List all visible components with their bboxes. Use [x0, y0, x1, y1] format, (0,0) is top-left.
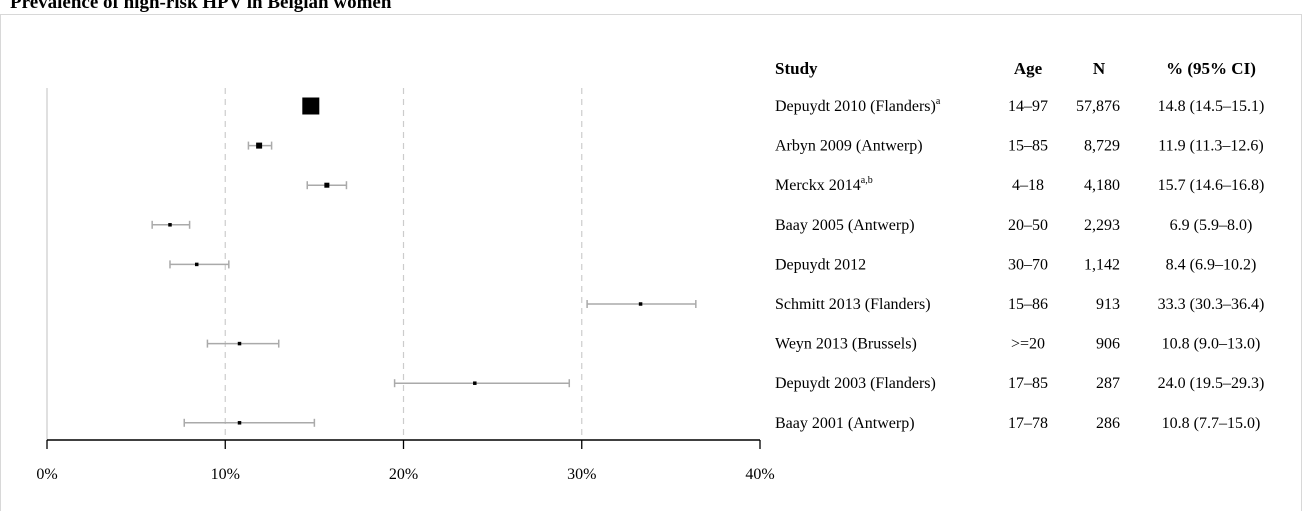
cell-ci: 33.3 (30.3–36.4) [1158, 296, 1265, 313]
x-tick-label: 20% [389, 466, 418, 483]
cell-study: Depuydt 2012 [775, 256, 866, 273]
cell-age: 14–97 [1008, 98, 1048, 115]
point-estimate [168, 223, 172, 227]
cell-age: 17–85 [1008, 375, 1048, 392]
study-superscript: a [936, 96, 941, 107]
study-name: Weyn 2013 (Brussels) [775, 336, 917, 353]
cell-age: 30–70 [1008, 256, 1048, 273]
header-n: N [1093, 59, 1106, 78]
cell-ci: 14.8 (14.5–15.1) [1158, 98, 1265, 115]
study-name: Baay 2001 (Antwerp) [775, 415, 915, 432]
point-estimate [638, 302, 643, 306]
x-axis: 0% 10% 20% 30% 40% [36, 439, 775, 483]
cell-study: Schmitt 2013 (Flanders) [775, 296, 931, 313]
cell-ci: 11.9 (11.3–12.6) [1158, 138, 1263, 155]
cell-age: 17–78 [1008, 415, 1048, 432]
cell-age: 20–50 [1008, 217, 1048, 234]
cell-n: 287 [1096, 375, 1120, 392]
point-estimate [302, 97, 320, 115]
x-tick-label: 10% [211, 466, 240, 483]
study-superscript: a,b [861, 175, 873, 186]
cell-study: Baay 2005 (Antwerp) [775, 217, 915, 234]
point-estimate [194, 262, 199, 267]
study-name: Depuydt 2010 (Flanders) [775, 98, 936, 115]
figure-frame [0, 14, 1302, 511]
cell-age: 15–85 [1008, 138, 1048, 155]
cell-n: 286 [1096, 415, 1120, 432]
cell-n: 2,293 [1084, 217, 1120, 234]
cell-ci: 8.4 (6.9–10.2) [1166, 256, 1257, 273]
point-estimate [324, 182, 330, 188]
point-estimate [473, 381, 477, 385]
cell-ci: 10.8 (7.7–15.0) [1162, 415, 1261, 432]
cell-study: Merckx 2014a,b [775, 175, 873, 194]
study-name: Baay 2005 (Antwerp) [775, 217, 915, 234]
cell-age: 4–18 [1012, 177, 1044, 194]
cell-n: 8,729 [1084, 138, 1120, 155]
cell-age: >=20 [1011, 336, 1045, 353]
cell-n: 1,142 [1084, 256, 1120, 273]
cell-ci: 24.0 (19.5–29.3) [1158, 375, 1265, 392]
study-table: Study Age N % (95% CI) Depuydt 2010 (Flander… [775, 59, 1264, 432]
study-name: Depuydt 2003 (Flanders) [775, 375, 936, 392]
header-study: Study [775, 59, 818, 78]
cell-ci: 10.8 (9.0–13.0) [1162, 336, 1261, 353]
x-tick-label: 40% [745, 466, 774, 483]
cell-study: Arbyn 2009 (Antwerp) [775, 138, 923, 155]
cell-n: 4,180 [1084, 177, 1120, 194]
point-estimate [237, 421, 242, 425]
point-estimate [237, 341, 242, 346]
cell-ci: 15.7 (14.6–16.8) [1158, 177, 1265, 194]
figure-caption: Prevalence of high-risk HPV in Belgian w… [10, 0, 392, 13]
study-name: Depuydt 2012 [775, 256, 866, 273]
point-estimate [256, 142, 263, 149]
study-markers [151, 97, 697, 427]
cell-study: Depuydt 2010 (Flanders)a [775, 96, 941, 115]
cell-study: Depuydt 2003 (Flanders) [775, 375, 936, 392]
cell-age: 15–86 [1008, 296, 1048, 313]
cell-study: Baay 2001 (Antwerp) [775, 415, 915, 432]
cell-n: 906 [1096, 336, 1120, 353]
cell-study: Weyn 2013 (Brussels) [775, 336, 917, 353]
header-ci: % (95% CI) [1166, 59, 1256, 78]
header-age: Age [1014, 59, 1043, 78]
study-name: Arbyn 2009 (Antwerp) [775, 138, 923, 155]
x-tick-label: 30% [567, 466, 596, 483]
cell-n: 913 [1096, 296, 1120, 313]
x-tick-label: 0% [36, 466, 57, 483]
study-name: Merckx 2014 [775, 177, 861, 194]
gridlines [46, 88, 583, 440]
cell-n: 57,876 [1076, 98, 1120, 115]
cell-ci: 6.9 (5.9–8.0) [1170, 217, 1253, 234]
study-name: Schmitt 2013 (Flanders) [775, 296, 931, 313]
